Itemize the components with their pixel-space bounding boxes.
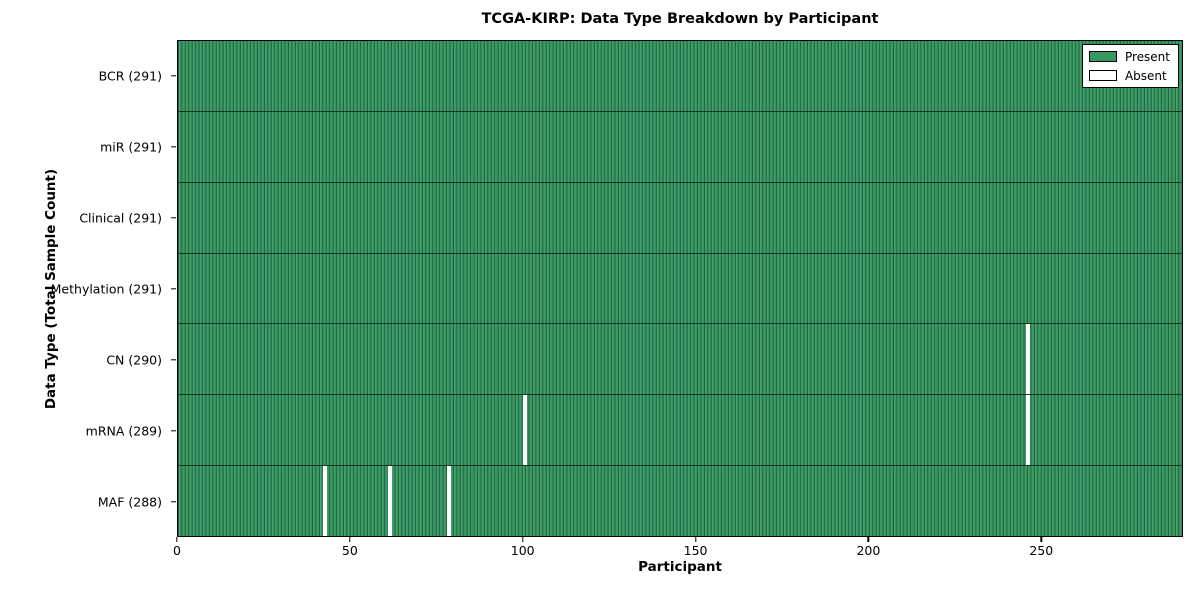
- x-tick-mark: [522, 537, 524, 542]
- x-tick-mark: [867, 537, 870, 542]
- x-tick-mark: [349, 537, 351, 542]
- x-tick-label-0: 0: [173, 543, 181, 558]
- x-tick-mark: [1040, 537, 1042, 542]
- row-bcr: [178, 41, 1182, 112]
- y-tick-label-cn: CN (290): [106, 352, 162, 367]
- x-axis-title: Participant: [638, 559, 722, 575]
- legend-swatch-present: [1088, 51, 1117, 62]
- legend-label-present: Present: [1124, 49, 1170, 64]
- y-tick-label-mrna: mRNA (289): [85, 423, 162, 438]
- row-mrna: [178, 395, 1182, 467]
- absent-bar-mrna-246: [1026, 395, 1031, 466]
- absent-bar-maf-42: [322, 466, 327, 537]
- x-tick-mark: [694, 537, 697, 542]
- y-tick-mark: [171, 429, 176, 432]
- y-tick-mark: [171, 145, 176, 148]
- presence-matrix: [178, 41, 1182, 537]
- y-tick-mark: [171, 287, 176, 290]
- x-tick-label-250: 250: [1029, 543, 1054, 558]
- row-mir: [178, 111, 1182, 183]
- y-tick-label-methylation: Methylation (291): [50, 281, 162, 296]
- row-clinical: [178, 182, 1182, 254]
- legend-entry-absent: Absent: [1088, 68, 1170, 83]
- x-tick-label-200: 200: [856, 543, 881, 558]
- legend-label-absent: Absent: [1124, 68, 1167, 83]
- row-methylation: [178, 253, 1182, 325]
- y-axis-ticks: [171, 40, 176, 537]
- y-tick-label-bcr: BCR (291): [98, 68, 162, 83]
- legend-swatch-absent: [1088, 70, 1117, 81]
- x-tick-label-50: 50: [341, 543, 358, 558]
- chart-title: TCGA-KIRP: Data Type Breakdown by Partic…: [481, 11, 879, 27]
- y-tick-label-maf: MAF (288): [97, 494, 162, 509]
- legend-entry-present: Present: [1088, 49, 1170, 64]
- x-tick-label-100: 100: [510, 543, 535, 558]
- y-tick-label-clinical: Clinical (291): [79, 210, 162, 225]
- y-tick-mark: [171, 74, 176, 77]
- y-axis-tick-labels: BCR (291) miR (291) Clinical (291) Methylat…: [0, 40, 168, 537]
- x-axis-tick-labels: 0 50 100 150 200 250: [173, 543, 1183, 559]
- y-tick-label-mir: miR (291): [100, 139, 162, 154]
- absent-bar-maf-78: [446, 466, 451, 537]
- row-maf: [178, 466, 1182, 537]
- y-tick-mark: [171, 216, 176, 219]
- absent-bar-maf-61: [388, 466, 393, 537]
- row-cn: [178, 324, 1182, 396]
- absent-bar-mrna-100: [522, 395, 527, 466]
- plot-area: Present Absent: [177, 40, 1183, 537]
- x-axis-ticks: [176, 537, 1183, 542]
- legend: Present Absent: [1081, 44, 1179, 88]
- absent-bar-cn-246: [1026, 324, 1031, 395]
- y-tick-mark: [171, 500, 176, 503]
- y-tick-mark: [171, 358, 176, 361]
- x-tick-mark: [176, 537, 178, 542]
- x-tick-label-150: 150: [683, 543, 708, 558]
